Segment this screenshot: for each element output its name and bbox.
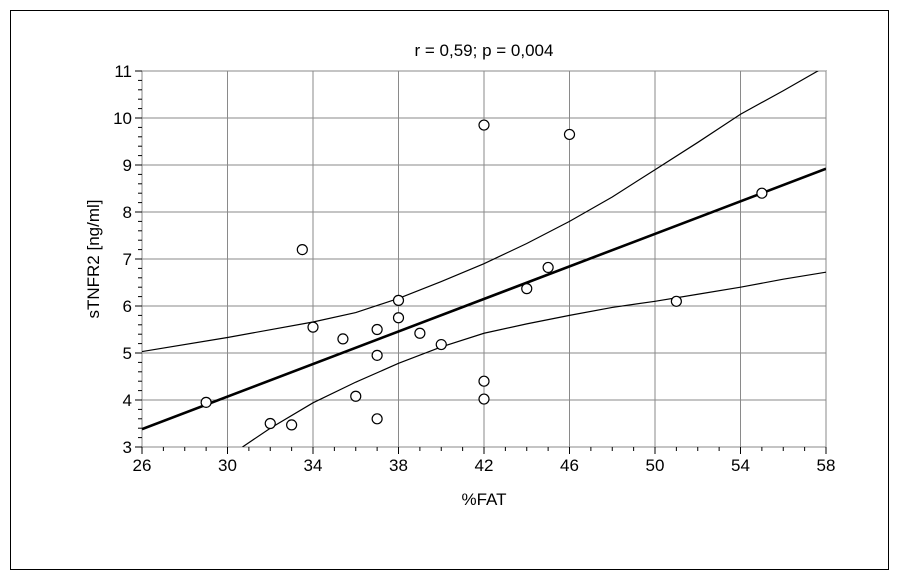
data-point [392, 312, 405, 324]
regression-line [142, 167, 826, 431]
data-point [414, 327, 426, 339]
x-tick-label: 42 [475, 456, 494, 475]
x-tick-label: 38 [389, 456, 408, 475]
data-point [200, 396, 212, 408]
y-tick-label: 7 [123, 250, 132, 269]
y-tick-label: 5 [123, 344, 132, 363]
data-point [392, 294, 405, 306]
data-point [478, 393, 490, 405]
x-tick-label: 26 [133, 456, 152, 475]
confidence-curves [142, 71, 826, 447]
chart-title: r = 0,59; p = 0,004 [415, 41, 554, 60]
data-point [478, 375, 490, 387]
y-axis-ticks: 3 4 5 6 7 8 9 10 11 [113, 62, 132, 457]
data-point [371, 349, 383, 361]
y-tick-label: 6 [123, 297, 132, 316]
confidence-lower-curve [242, 271, 826, 447]
data-point [756, 187, 768, 199]
data-point [286, 419, 298, 431]
data-point [670, 295, 682, 307]
data-point [296, 244, 308, 256]
y-tick-label: 3 [123, 438, 132, 457]
data-point [371, 323, 383, 336]
data-point [521, 283, 533, 295]
x-tick-label: 58 [817, 456, 836, 475]
y-axis-label: sTNFR2 [ng/ml] [84, 199, 103, 318]
minor-ticks [135, 70, 827, 454]
x-tick-label: 30 [218, 456, 237, 475]
x-axis-label: %FAT [461, 490, 506, 509]
x-tick-label: 34 [304, 456, 323, 475]
data-point [337, 333, 349, 345]
data-point [371, 413, 383, 425]
regression-line-group [142, 167, 826, 431]
data-point [264, 417, 276, 430]
data-point [435, 338, 447, 351]
y-tick-label: 4 [123, 391, 132, 410]
x-tick-label: 50 [646, 456, 665, 475]
x-tick-label: 46 [560, 456, 579, 475]
y-tick-label: 9 [123, 156, 132, 175]
x-axis-ticks: 26 30 34 38 42 46 50 54 58 [133, 456, 836, 475]
y-tick-label: 10 [113, 109, 132, 128]
y-tick-label: 8 [123, 203, 132, 222]
confidence-upper-curve [142, 71, 819, 353]
data-point [563, 128, 576, 141]
data-point [478, 119, 490, 131]
x-tick-label: 54 [731, 456, 750, 475]
y-tick-label: 11 [114, 62, 132, 81]
data-point [542, 261, 554, 274]
data-point [350, 390, 362, 402]
data-points [200, 119, 768, 431]
data-point [307, 321, 319, 333]
